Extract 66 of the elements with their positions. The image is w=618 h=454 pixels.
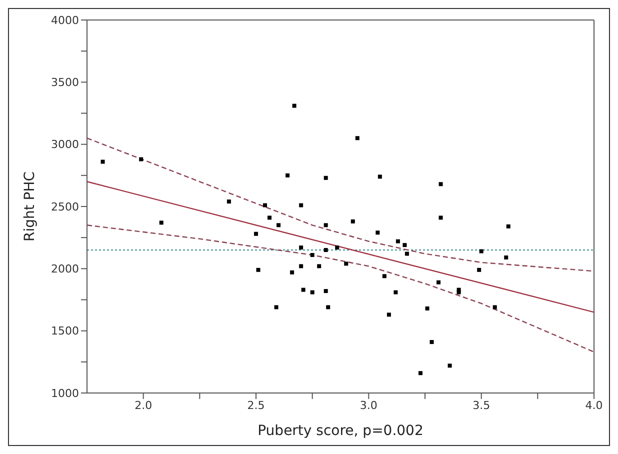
point	[310, 252, 314, 257]
y-tick-label: 1000	[51, 386, 79, 400]
point	[335, 246, 340, 250]
line-series	[87, 224, 594, 353]
point	[448, 364, 452, 368]
point	[310, 290, 314, 294]
point	[317, 264, 322, 268]
x-tick-label: 2.5	[247, 398, 265, 412]
point	[326, 305, 330, 310]
point	[159, 220, 164, 225]
point	[299, 203, 304, 208]
point	[268, 216, 272, 220]
point	[350, 219, 355, 224]
point	[274, 305, 278, 310]
point	[430, 340, 434, 344]
point	[456, 290, 461, 294]
point	[436, 280, 441, 284]
point	[404, 252, 409, 256]
point	[504, 255, 508, 260]
point	[324, 223, 328, 228]
line-series	[87, 138, 594, 272]
point	[394, 290, 398, 294]
point	[256, 268, 260, 272]
point	[376, 230, 380, 235]
point	[226, 200, 231, 204]
point	[299, 246, 304, 250]
point	[344, 262, 348, 266]
point	[286, 173, 290, 178]
x-tick-label: 3.5	[472, 398, 490, 412]
point	[263, 203, 268, 208]
point	[378, 174, 382, 179]
point	[382, 274, 386, 278]
point	[324, 289, 328, 294]
y-tick-label: 3000	[51, 138, 79, 152]
y-tick-label: 3500	[51, 76, 79, 90]
point	[290, 270, 294, 274]
y-tick-label: 4000	[51, 14, 79, 27]
y-tick-label: 1500	[51, 324, 79, 338]
point	[324, 248, 328, 252]
point	[402, 243, 407, 248]
point	[254, 232, 258, 236]
point	[292, 104, 296, 108]
point	[477, 268, 482, 272]
y-axis-title: Right PHC	[22, 171, 38, 242]
point	[438, 182, 443, 186]
point	[418, 371, 422, 376]
point	[355, 136, 360, 140]
x-tick-label: 3.0	[360, 398, 378, 412]
point	[276, 223, 281, 228]
point	[324, 176, 328, 180]
point	[386, 312, 391, 317]
point	[425, 306, 430, 310]
y-tick-label: 2000	[51, 262, 79, 276]
point	[100, 160, 105, 164]
point	[479, 249, 484, 254]
point	[506, 224, 510, 228]
x-tick-label: 4.0	[585, 398, 603, 412]
x-tick-label: 2.0	[134, 398, 152, 412]
y-tick-label: 2500	[51, 200, 79, 214]
point	[396, 239, 400, 244]
point	[438, 216, 443, 220]
point	[139, 157, 144, 162]
point	[492, 305, 497, 310]
point	[301, 288, 306, 292]
x-axis-title: Puberty score, p=0.002	[258, 423, 424, 439]
point	[299, 264, 304, 268]
